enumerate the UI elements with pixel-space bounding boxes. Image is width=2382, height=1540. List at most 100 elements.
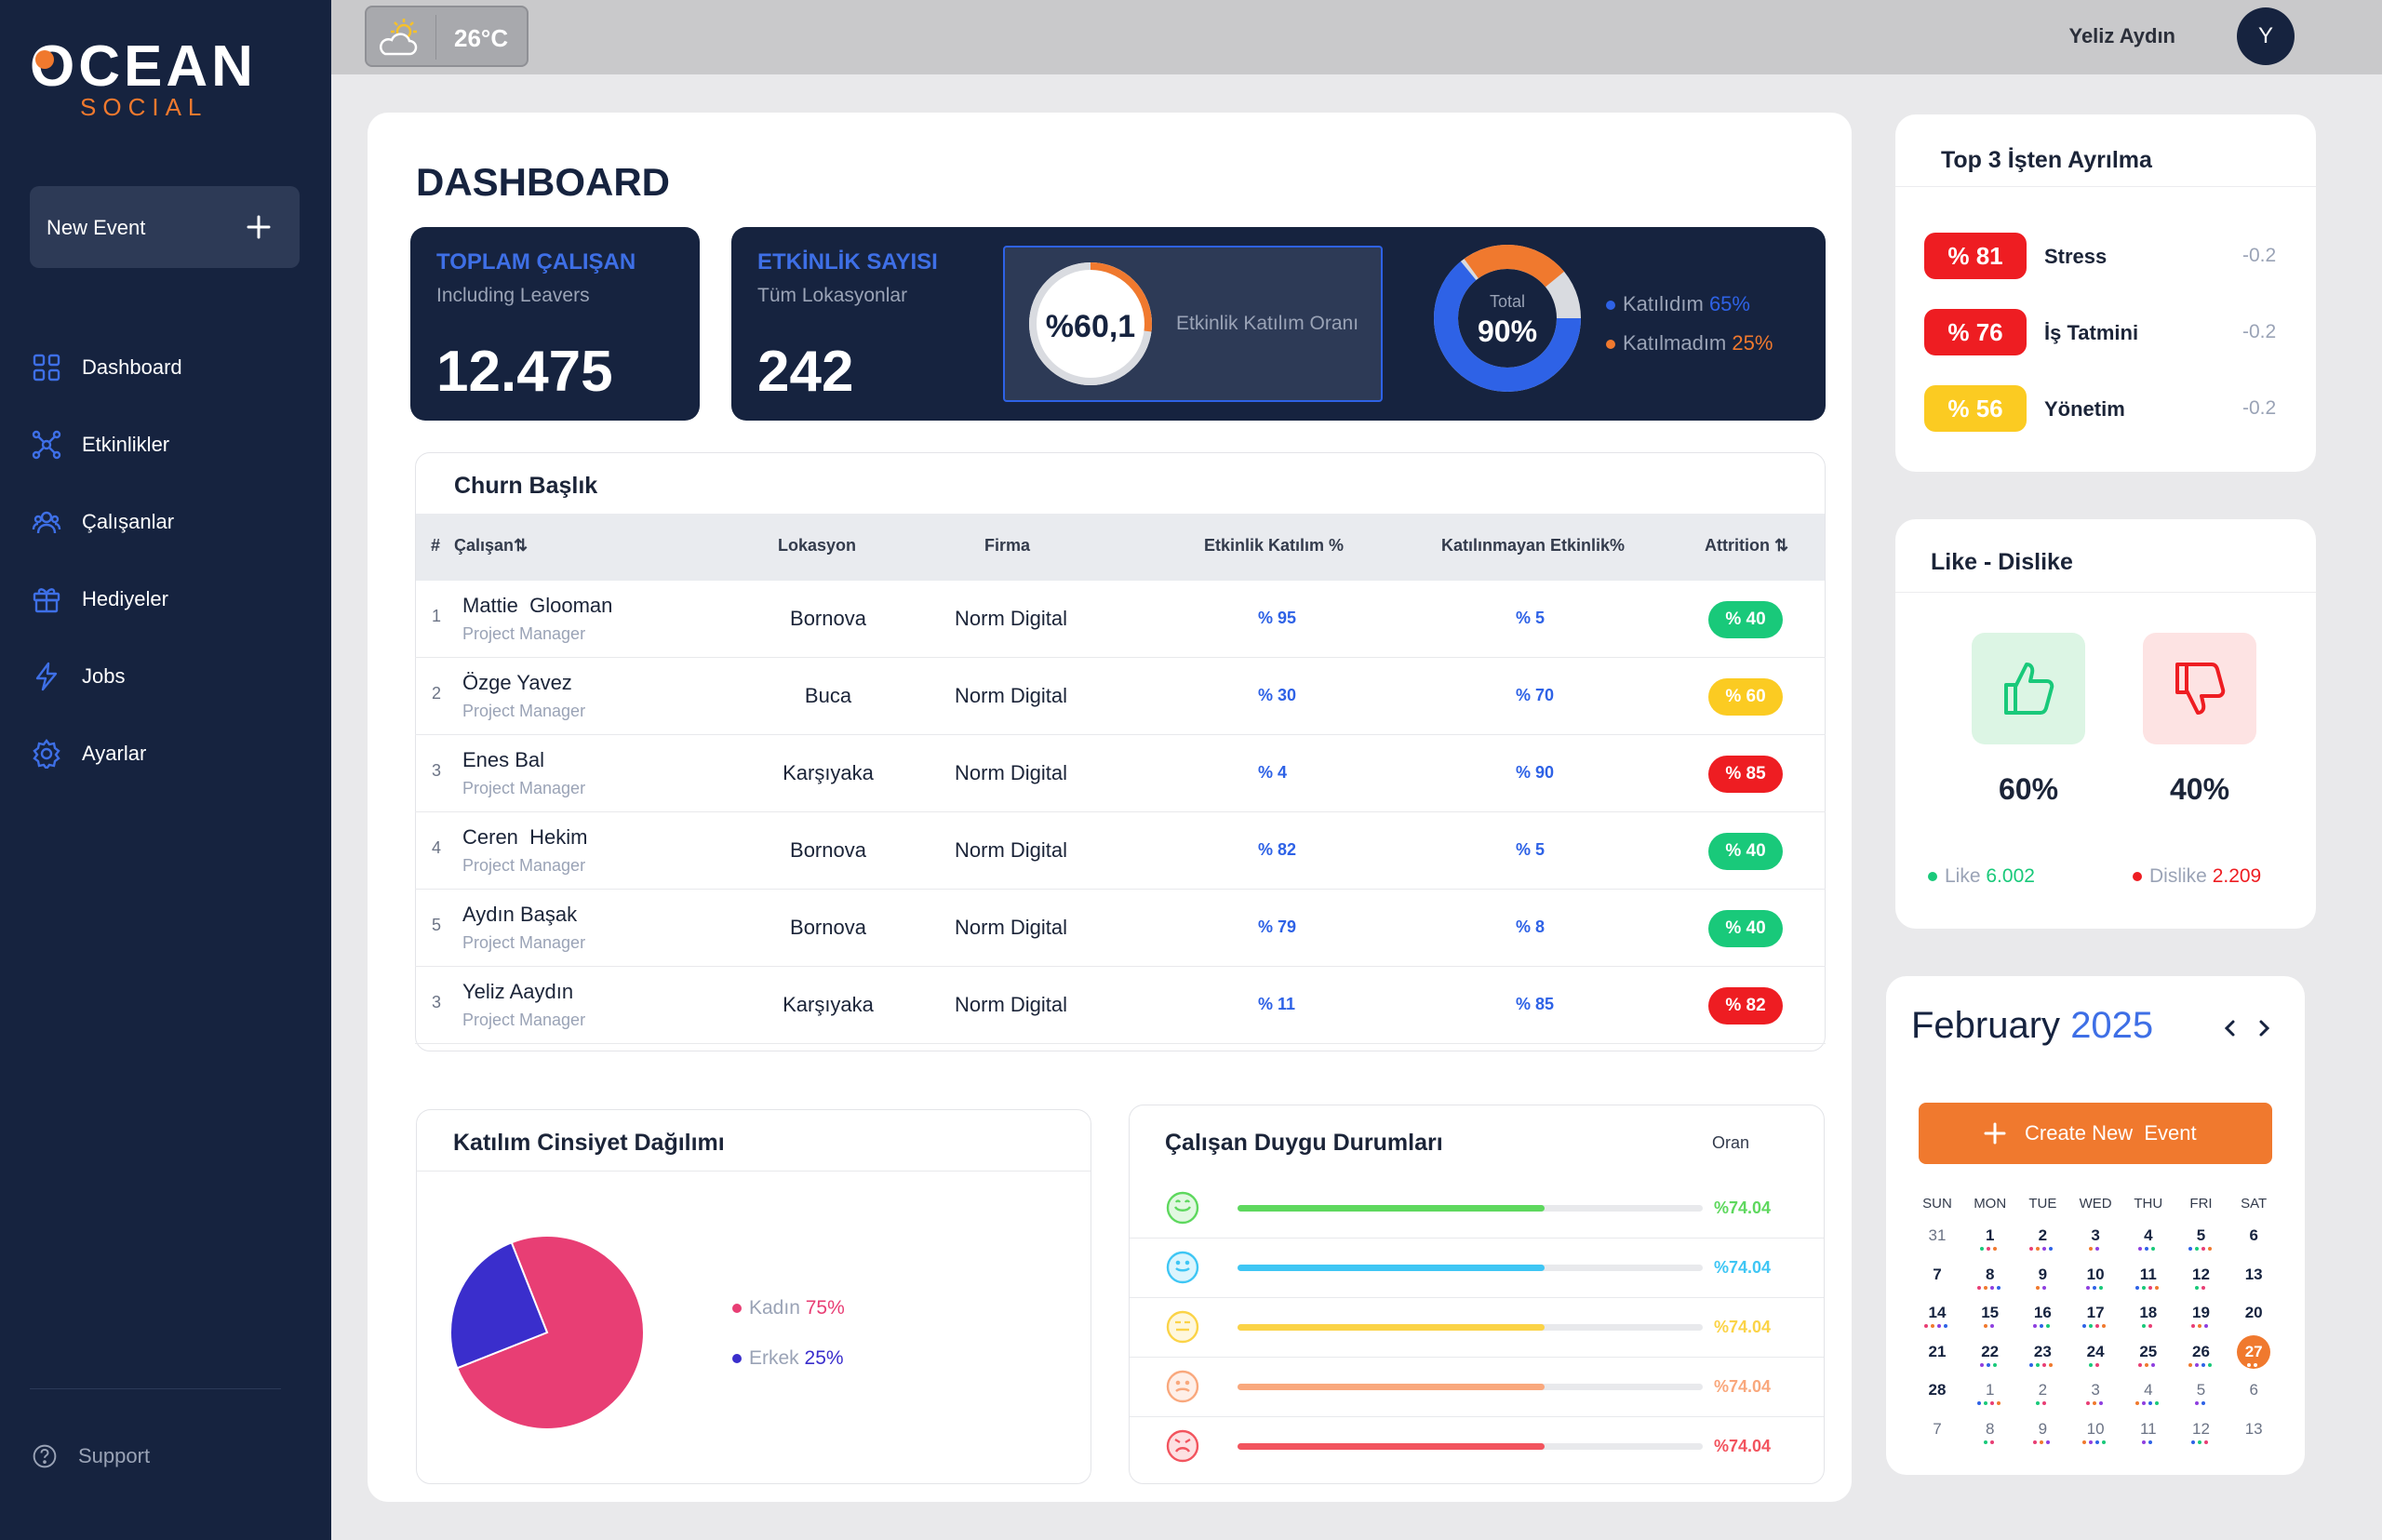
sidebar-item-ayarlar[interactable]: Ayarlar — [32, 733, 146, 774]
employee-name[interactable]: Yeliz Aaydın — [462, 980, 574, 1003]
event-dot — [2036, 1401, 2041, 1405]
table-row[interactable]: 4 Ceren Hekim Project Manager Bornova Norm D… — [415, 812, 1826, 890]
chevron-right-icon[interactable] — [2254, 1018, 2274, 1038]
calendar-day[interactable]: 18 — [2139, 1304, 2158, 1321]
calendar-day[interactable]: 20 — [2244, 1304, 2263, 1321]
plus-icon — [247, 215, 271, 239]
employee-name[interactable]: Ceren Hekim — [462, 825, 588, 849]
employee-company: Norm Digital — [955, 684, 1068, 707]
weather-widget[interactable]: 26°C — [365, 6, 529, 67]
kpi-total-employees[interactable]: TOPLAM ÇALIŞAN Including Leavers 12.475 — [410, 227, 700, 421]
participation-rate-panel[interactable]: %60,1 Etkinlik Katılım Oranı — [1003, 246, 1383, 402]
chevron-left-icon[interactable] — [2220, 1018, 2241, 1038]
employee-name[interactable]: Özge Yavez — [462, 671, 572, 694]
employee-name[interactable]: Mattie Glooman — [462, 594, 613, 617]
create-event-button[interactable]: Create New Event — [1919, 1103, 2272, 1164]
sidebar-item-dashboard[interactable]: Dashboard — [32, 347, 182, 388]
brand-logo[interactable]: OCEAN SOCIAL — [30, 37, 262, 122]
calendar-day[interactable]: 8 — [1985, 1419, 1995, 1438]
calendar-day[interactable]: 13 — [2244, 1265, 2263, 1283]
sidebar-item-etkinlikler[interactable]: Etkinlikler — [32, 424, 169, 465]
sidebar-item-label: Dashboard — [82, 355, 182, 379]
calendar-day[interactable]: 14 — [1928, 1304, 1947, 1321]
event-dots — [2138, 1247, 2156, 1251]
weekday-label: TUE — [2028, 1196, 2057, 1212]
legend-dot — [732, 1304, 742, 1314]
kpi-title: ETKİNLİK SAYISI — [757, 249, 938, 275]
event-dot — [2092, 1285, 2096, 1290]
calendar-day[interactable]: 15 — [1981, 1304, 2000, 1321]
table-row[interactable]: 3 Enes Bal Project Manager Karşıyaka Norm Di… — [415, 735, 1826, 812]
col-header-attrition[interactable]: Attrition ⇅ — [1705, 536, 1789, 555]
calendar-day[interactable]: 23 — [2033, 1342, 2052, 1360]
calendar-day[interactable]: 16 — [2033, 1304, 2052, 1321]
calendar-day[interactable]: 9 — [2038, 1265, 2048, 1283]
non-participation-value: % 5 — [1516, 609, 1546, 627]
mood-bar — [1238, 1265, 1703, 1271]
calendar-day[interactable]: 8 — [1985, 1265, 1995, 1283]
support-link[interactable]: Support — [32, 1436, 150, 1477]
col-header-employee[interactable]: Çalışan⇅ — [454, 536, 529, 555]
dislike-button[interactable] — [2143, 633, 2256, 744]
calendar-day[interactable]: 17 — [2086, 1304, 2105, 1321]
calendar-day[interactable]: 22 — [1981, 1342, 2000, 1360]
pie-slice-kadın[interactable] — [456, 1235, 645, 1430]
employee-name[interactable]: Aydın Başak — [462, 903, 578, 926]
calendar-day[interactable]: 12 — [2192, 1265, 2210, 1283]
event-dot — [1993, 1362, 1998, 1367]
sidebar-item-calisanlar[interactable]: Çalışanlar — [32, 502, 174, 542]
table-row[interactable]: 2 Özge Yavez Project Manager Buca Norm Digit… — [415, 658, 1826, 735]
table-row[interactable]: 1 Mattie Glooman Project Manager Bornova Nor… — [415, 581, 1826, 658]
calendar-day[interactable]: 5 — [2196, 1226, 2206, 1244]
calendar-day[interactable]: 7 — [1933, 1419, 1942, 1438]
calendar-day[interactable]: 10 — [2086, 1265, 2105, 1283]
like-button[interactable] — [1972, 633, 2085, 744]
event-dot — [2042, 1247, 2047, 1251]
calendar-day[interactable]: 25 — [2139, 1342, 2158, 1360]
sidebar-item-jobs[interactable]: Jobs — [32, 656, 125, 697]
calendar-day[interactable]: 13 — [2244, 1419, 2263, 1438]
calendar-day[interactable]: 1 — [1985, 1226, 1995, 1244]
calendar-day[interactable]: 12 — [2192, 1419, 2210, 1438]
sidebar-item-hediyeler[interactable]: Hediyeler — [32, 579, 168, 620]
calendar-day[interactable]: 11 — [2139, 1265, 2157, 1283]
calendar-day[interactable]: 6 — [2249, 1226, 2258, 1244]
calendar-day[interactable]: 11 — [2139, 1419, 2157, 1438]
avatar[interactable]: Y — [2237, 7, 2295, 65]
calendar-day[interactable]: 28 — [1928, 1381, 1947, 1399]
calendar-day[interactable]: 26 — [2192, 1342, 2210, 1360]
mood-bar — [1238, 1205, 1703, 1212]
calendar-day[interactable]: 10 — [2086, 1419, 2105, 1438]
calendar-day[interactable]: 19 — [2192, 1304, 2210, 1321]
donut-total-value: 90% — [1477, 315, 1538, 348]
event-dots — [2194, 1285, 2205, 1290]
calendar-day[interactable]: 24 — [2086, 1342, 2105, 1360]
calendar-day[interactable]: 4 — [2144, 1226, 2153, 1244]
table-row[interactable]: 5 Aydın Başak Project Manager Bornova Norm D… — [415, 890, 1826, 967]
weekday-label: THU — [2134, 1196, 2163, 1212]
mood-card — [1129, 1105, 1825, 1484]
new-event-button[interactable]: New Event — [30, 186, 300, 268]
table-row[interactable]: 3 Yeliz Aaydın Project Manager Karşıyaka Nor… — [415, 967, 1826, 1044]
event-dot — [2154, 1401, 2159, 1405]
calendar-day[interactable]: 3 — [2091, 1226, 2100, 1244]
employee-name[interactable]: Enes Bal — [462, 748, 545, 771]
calendar-day[interactable]: 31 — [1928, 1226, 1947, 1244]
calendar-day[interactable]: 3 — [2091, 1381, 2100, 1399]
calendar-day[interactable]: 2 — [2038, 1381, 2048, 1399]
calendar-day[interactable]: 5 — [2196, 1381, 2206, 1399]
calendar-day[interactable]: 27 — [2244, 1342, 2263, 1360]
calendar-day[interactable]: 1 — [1985, 1381, 1995, 1399]
user-name[interactable]: Yeliz Aydın — [2068, 24, 2175, 47]
event-dot — [1989, 1324, 1994, 1328]
calendar-day[interactable]: 9 — [2038, 1419, 2048, 1438]
kpi-event-count[interactable]: ETKİNLİK SAYISI Tüm Lokasyonlar 242 %60,… — [731, 227, 1826, 421]
calendar-day[interactable]: 4 — [2144, 1381, 2153, 1399]
calendar-day[interactable]: 7 — [1933, 1265, 1942, 1283]
calendar-day[interactable]: 2 — [2038, 1226, 2048, 1244]
calendar-day[interactable]: 21 — [1928, 1342, 1947, 1360]
pie-slice-erkek[interactable] — [449, 1241, 549, 1370]
calendar-day[interactable]: 6 — [2249, 1381, 2258, 1399]
event-dots — [2089, 1362, 2100, 1367]
event-dot — [2085, 1401, 2090, 1405]
